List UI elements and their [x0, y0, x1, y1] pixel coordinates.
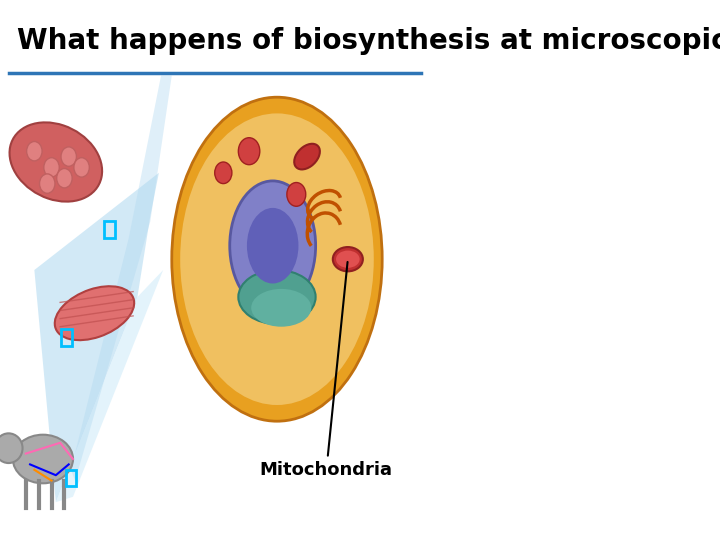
Ellipse shape: [247, 208, 299, 284]
Ellipse shape: [238, 270, 315, 324]
Polygon shape: [56, 270, 163, 502]
Circle shape: [74, 158, 89, 177]
Circle shape: [61, 147, 76, 166]
Polygon shape: [71, 76, 172, 481]
Ellipse shape: [0, 433, 22, 463]
Circle shape: [215, 162, 232, 184]
Circle shape: [287, 183, 306, 206]
Ellipse shape: [13, 435, 73, 483]
Circle shape: [27, 141, 42, 161]
Ellipse shape: [172, 97, 382, 421]
Circle shape: [238, 138, 260, 165]
Polygon shape: [35, 173, 159, 502]
Ellipse shape: [336, 251, 360, 268]
Ellipse shape: [333, 247, 363, 271]
Circle shape: [44, 158, 59, 177]
Circle shape: [40, 174, 55, 193]
Ellipse shape: [9, 123, 102, 201]
Ellipse shape: [55, 286, 134, 340]
Ellipse shape: [180, 113, 374, 405]
Text: Mitochondria: Mitochondria: [260, 262, 393, 479]
Ellipse shape: [230, 181, 315, 310]
Ellipse shape: [294, 144, 320, 170]
Ellipse shape: [251, 289, 311, 327]
Circle shape: [57, 168, 72, 188]
Text: What happens of biosynthesis at microscopic scale ?: What happens of biosynthesis at microsco…: [17, 27, 720, 55]
